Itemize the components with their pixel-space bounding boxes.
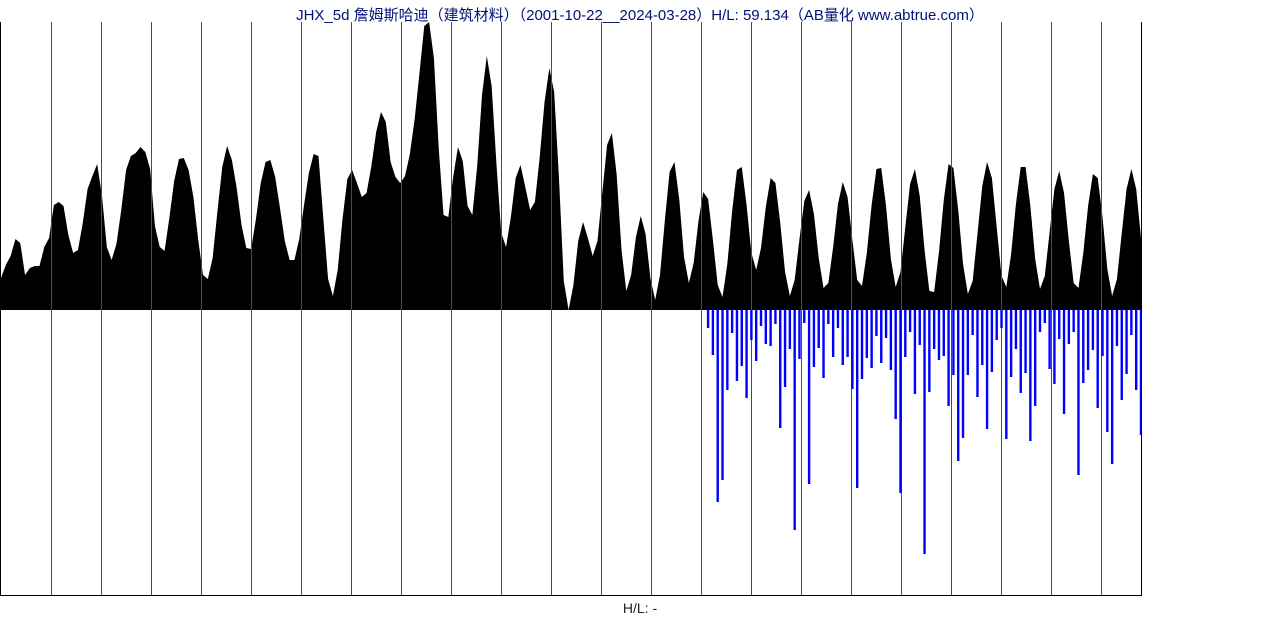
series-blue-bars xyxy=(1,22,1141,595)
chart-footer: H/L: - xyxy=(0,600,1280,616)
chart-plot-area xyxy=(0,22,1142,596)
